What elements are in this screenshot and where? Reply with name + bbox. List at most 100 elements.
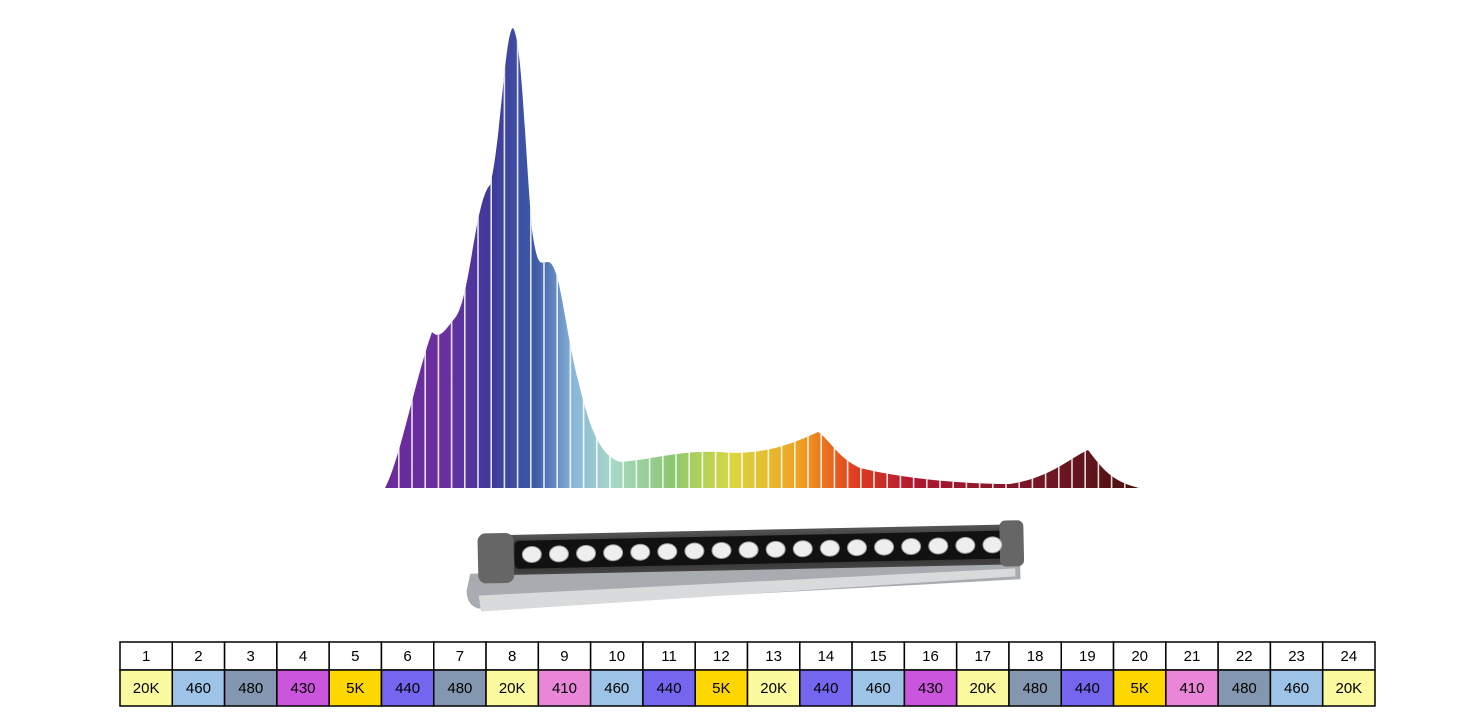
led [901,538,922,556]
led [603,544,624,562]
type-label: 5K [712,680,730,697]
stripe [1110,28,1113,488]
number-cell [119,641,174,671]
stripe [965,28,968,488]
stripe [701,28,704,488]
number-label: 12 [713,648,730,665]
stripe [648,28,651,488]
bar-cap-right [999,520,1025,567]
number-label: 20 [1131,648,1148,665]
type-label: 480 [447,680,472,697]
stripe [1084,28,1086,488]
number-label: 8 [508,648,516,665]
stripe [807,28,809,488]
stripe [873,28,875,488]
number-label: 18 [1027,648,1044,665]
number-label: 15 [870,648,887,665]
led [630,543,651,561]
stripe [437,28,440,488]
stripe [780,28,783,488]
type-cell [433,669,487,707]
number-label: 9 [560,648,568,665]
led [684,542,705,560]
type-cell [1112,669,1167,707]
led [792,540,813,558]
type-label: 460 [866,680,891,697]
type-label: 430 [918,680,943,697]
led [657,543,678,561]
stripe [569,28,572,488]
type-label: 20K [969,680,996,697]
bar-highlight [478,568,1016,612]
number-label: 17 [974,648,991,665]
type-label: 430 [291,680,316,697]
type-cell [694,669,749,707]
type-cell [955,669,1010,707]
type-label: 5K [346,680,364,697]
stripe [424,28,426,488]
stripe [714,28,717,488]
number-cell [1321,641,1376,671]
type-cell [1008,669,1062,707]
led [521,545,542,563]
type-label: 410 [1179,680,1204,697]
type-label: 480 [1232,680,1257,697]
type-label: 440 [395,680,420,697]
number-label: 10 [608,648,625,665]
stripe [516,28,519,488]
stripe [846,28,849,488]
number-label: 2 [194,648,202,665]
number-label: 21 [1184,648,1201,665]
stripe [635,28,638,488]
stripe [450,28,453,488]
stripe [596,28,598,488]
number-cell [1060,641,1115,671]
bar-cap-left [477,533,515,584]
type-label: 20K [760,680,787,697]
stripe [728,28,730,488]
number-label: 11 [661,648,677,665]
led [874,538,895,556]
stripe [1124,28,1126,488]
spectrum [385,28,1140,488]
type-label: 20K [499,680,526,697]
stripe [582,28,585,488]
stripe [556,28,558,488]
number-label: 7 [456,648,464,665]
stripe [622,28,624,488]
stripe [1044,28,1047,488]
type-cell [1321,669,1376,707]
stripe [1071,28,1073,488]
stripe [860,28,862,488]
number-label: 24 [1341,648,1358,665]
stripe [1018,28,1020,488]
number-label: 1 [142,648,150,665]
number-label: 14 [818,648,835,665]
number-cell [1008,641,1062,671]
led [576,544,597,562]
type-label: 20K [1336,680,1363,697]
number-label: 3 [247,648,255,665]
led [738,541,759,559]
number-label: 16 [922,648,939,665]
number-cell [851,641,906,671]
number-label: 4 [299,648,307,665]
number-cell [1112,641,1167,671]
type-label: 460 [604,680,629,697]
type-label: 440 [657,680,682,697]
led [982,536,1003,554]
stripe [939,28,941,488]
type-cell [903,669,958,707]
stripe [767,28,770,488]
number-cell [537,641,592,671]
type-label: 5K [1131,680,1149,697]
number-label: 5 [351,648,359,665]
type-cell [223,669,278,707]
led-row [521,536,1003,563]
stripe [886,28,888,488]
number-label: 6 [403,648,411,665]
type-cell [537,669,592,707]
stripe [1097,28,1100,488]
stripe [833,28,836,488]
